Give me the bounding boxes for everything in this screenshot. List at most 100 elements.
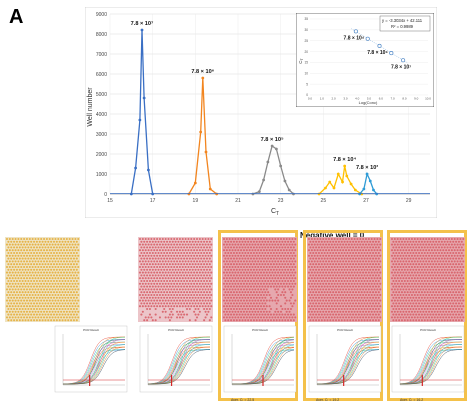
well-dot [254,265,257,269]
well-dot [399,254,402,257]
well-dot [141,265,144,269]
well-dot [340,291,343,294]
well-dot [33,319,36,322]
well-dot [28,243,31,246]
well-dot [158,277,161,280]
well-dot [343,307,346,311]
well-dot [257,282,260,285]
well-dot [245,310,248,313]
well-dot [17,254,20,257]
well-dot [140,279,143,283]
well-dot [177,291,180,294]
well-dot [222,271,226,274]
well-dot [254,237,257,241]
well-dot [156,288,159,291]
well-dot [195,277,199,280]
well-dot [279,237,283,241]
well-dot [237,316,240,319]
well-dot [370,310,373,313]
well-dot [332,263,335,266]
well-dot [230,302,233,305]
well-dot [359,310,362,313]
well-dot [346,257,349,260]
well-dot [418,296,421,299]
well-dot [164,237,167,241]
well-dot [363,319,366,322]
well-dot [410,316,414,319]
well-dot [278,285,281,288]
well-dot [193,277,196,280]
well-dot [357,246,360,249]
well-dot [335,240,338,243]
well-dot [453,271,456,274]
well-dot [28,299,31,302]
well-dot [225,316,228,319]
well-dot [425,260,428,263]
well-dot [191,268,194,271]
well-dot [67,296,70,299]
well-dot [205,279,208,283]
well-dot [241,263,244,266]
well-dot [74,265,77,269]
well-dot [203,240,206,243]
well-dot [241,313,244,316]
well-dot [177,257,180,260]
well-dot [157,302,160,305]
well-dot [188,296,191,299]
well-dot [248,237,251,241]
well-dot [395,319,398,322]
well-dot [366,302,369,305]
well-dot [363,268,366,271]
well-dot [167,249,170,252]
well-dot [8,271,11,274]
well-dot [292,257,295,260]
well-dot [148,279,151,283]
well-dot [327,237,331,241]
well-dot [450,293,453,297]
inset-y-tick: 15 [304,61,308,65]
well-dot [272,313,275,316]
well-dot [230,251,233,255]
well-dot [285,299,288,302]
well-dot [72,307,75,311]
well-dot [456,288,459,291]
well-dot [359,293,362,297]
well-dot [272,274,275,277]
well-dot [423,268,426,271]
well-dot [20,271,23,274]
well-dot [447,288,451,291]
well-dot [181,293,184,297]
well-dot [329,296,332,299]
well-dot [356,271,359,274]
well-dot [350,265,353,269]
well-dot [439,277,442,280]
well-dot [339,288,342,291]
well-dot [440,268,443,271]
well-dot [282,260,285,263]
well-dot [224,246,227,249]
well-dot [347,288,350,291]
well-dot [224,240,227,243]
well-dot [429,313,432,316]
well-dot [439,310,442,313]
well-dot [54,299,57,302]
well-dot [250,296,253,299]
well-dot [416,237,419,241]
well-dot [262,243,265,246]
well-dot [156,305,159,308]
well-dot [326,263,329,266]
well-dot [453,305,456,308]
well-dot [198,299,201,302]
well-dot [37,265,40,269]
well-dot [443,279,446,283]
well-dot [402,260,405,263]
well-dot [74,271,77,274]
well-dot [317,279,321,283]
well-dot [148,313,151,316]
well-dot [143,246,146,249]
well-dot [170,310,173,313]
well-dot [67,274,70,277]
well-dot [274,299,277,302]
well-dot [238,274,241,277]
